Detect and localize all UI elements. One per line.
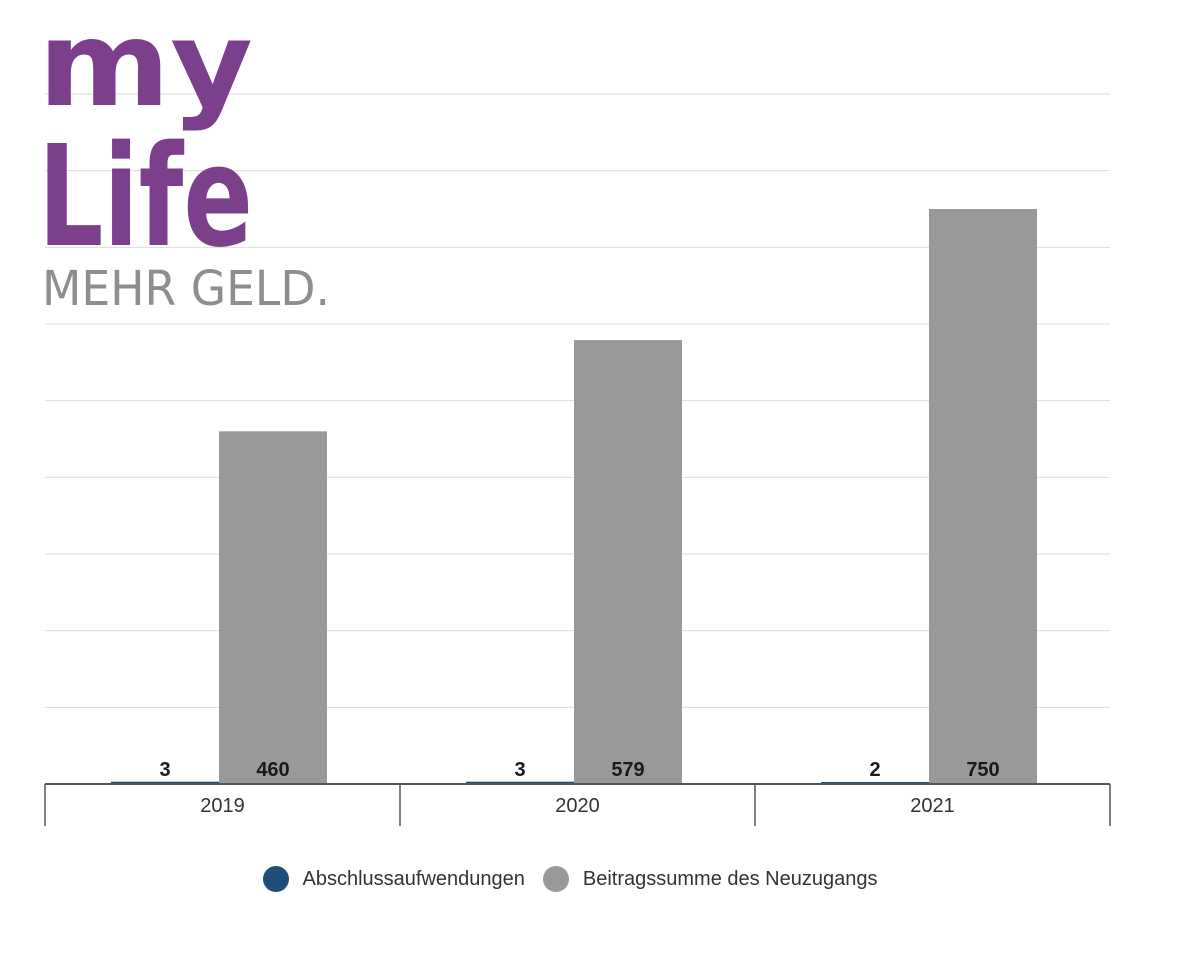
bar-2021-series-2 — [929, 209, 1037, 784]
data-label-2020-series-1: 3 — [514, 759, 525, 781]
legend-label-abschlussaufwendungen: Abschlussaufwendungen — [302, 867, 525, 890]
x-tick-label-2020: 2020 — [555, 795, 600, 817]
bar-2020-series-2 — [574, 340, 682, 784]
legend-item-beitragssumme[interactable]: Beitragssumme des Neuzugangs — [542, 866, 878, 892]
x-axis: 2019 2020 2021 — [44, 783, 1111, 826]
bars — [111, 209, 1037, 784]
x-tick-label-2021: 2021 — [910, 795, 955, 817]
bar-2020-series-1 — [466, 781, 574, 784]
bar-2019-series-2 — [219, 431, 327, 784]
legend: Abschlussaufwendungen Beitragssumme des … — [0, 866, 1140, 892]
mylife-logo: my Life MEHR GELD. — [38, 0, 330, 317]
legend-dot-abschlussaufwendungen — [262, 866, 289, 892]
legend-label-beitragssumme: Beitragssumme des Neuzugangs — [582, 867, 878, 890]
logo-life: Life — [38, 116, 253, 279]
logo-my: my — [38, 0, 253, 133]
logo-tagline: MEHR GELD. — [42, 261, 330, 317]
legend-dot-beitragssumme — [542, 866, 569, 892]
data-label-2021-series-1: 2 — [869, 759, 880, 781]
data-label-2019-series-1: 3 — [159, 759, 170, 781]
x-tick-label-2019: 2019 — [200, 795, 245, 817]
bar-2019-series-1 — [111, 781, 219, 784]
legend-item-abschlussaufwendungen[interactable]: Abschlussaufwendungen — [262, 866, 525, 892]
data-label-2020-series-2: 579 — [611, 759, 644, 781]
data-labels: 3 460 3 579 2 750 — [159, 759, 999, 781]
data-label-2019-series-2: 460 — [256, 759, 289, 781]
data-label-2021-series-2: 750 — [966, 759, 999, 781]
